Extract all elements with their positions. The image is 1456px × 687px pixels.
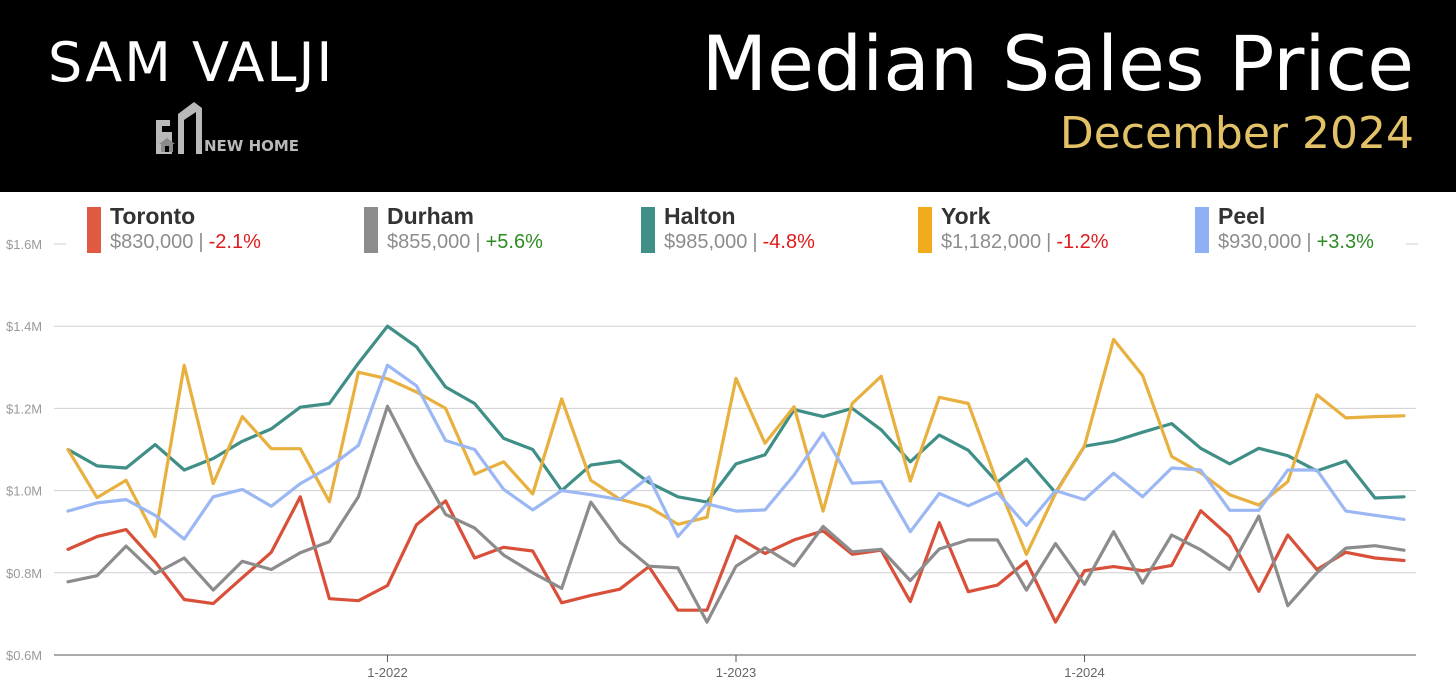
- legend-separator: |: [198, 231, 204, 253]
- x-tick-label: 1-2023: [716, 665, 756, 680]
- brand-tagline: NEW HOME: [204, 137, 300, 155]
- x-axis-ticks: 1-2022 1-2023 1-2024: [367, 655, 1105, 680]
- legend-stat-toronto: $830,000 | -2.1%: [110, 231, 261, 253]
- grid-layer: [54, 243, 1418, 656]
- series-line-halton: [66, 324, 1406, 504]
- brand-name: SAM VALJI: [48, 31, 335, 94]
- legend-price-peel: $930,000: [1218, 231, 1302, 253]
- legend-price-halton: $985,000: [664, 231, 748, 253]
- legend-separator: |: [752, 231, 758, 253]
- legend-label-halton: Halton: [664, 203, 736, 229]
- legend-label-peel: Peel: [1218, 203, 1266, 229]
- series-lines: [66, 324, 1406, 624]
- y-tick-label: $1.6M: [6, 237, 42, 252]
- legend-swatch-toronto: [87, 207, 101, 253]
- legend-swatch-york: [918, 207, 932, 253]
- x-tick-label: 1-2024: [1064, 665, 1104, 680]
- series-line-durham: [66, 404, 1406, 624]
- y-axis-ticks: $0.6M $0.8M $1.0M $1.2M $1.4M $1.6M: [6, 237, 42, 663]
- legend-separator: |: [1306, 231, 1312, 253]
- header-banner: SAM VALJI NEW HOME Median Sales Price De…: [0, 0, 1456, 192]
- legend-stat-peel: $930,000 | +3.3%: [1218, 231, 1374, 253]
- legend-label-toronto: Toronto: [110, 203, 196, 229]
- legend-stat-halton: $985,000 | -4.8%: [664, 231, 815, 253]
- y-tick-label: $0.8M: [6, 566, 42, 581]
- chart-subtitle: December 2024: [1059, 108, 1414, 159]
- legend-swatch-halton: [641, 207, 655, 253]
- legend-label-durham: Durham: [387, 203, 474, 229]
- legend-swatch-durham: [364, 207, 378, 253]
- legend-change-durham: +5.6%: [485, 231, 543, 253]
- house-logo-icon: [156, 102, 202, 154]
- series-line-york: [66, 337, 1406, 556]
- legend-stat-york: $1,182,000 | -1.2%: [941, 231, 1109, 253]
- legend-price-durham: $855,000: [387, 231, 471, 253]
- legend-price-york: $1,182,000: [941, 231, 1042, 253]
- chart-title: Median Sales Price: [701, 19, 1414, 108]
- y-tick-label: $0.6M: [6, 648, 42, 663]
- brand-logo: NEW HOME: [156, 100, 299, 156]
- series-line-peel: [66, 363, 1406, 541]
- legend-change-toronto: -2.1%: [208, 231, 261, 253]
- legend-swatch-peel: [1195, 207, 1209, 253]
- legend-change-halton: -4.8%: [762, 231, 815, 253]
- y-tick-label: $1.0M: [6, 484, 42, 499]
- legend-separator: |: [1046, 231, 1052, 253]
- legend-change-peel: +3.3%: [1316, 231, 1374, 253]
- legend-change-york: -1.2%: [1056, 231, 1109, 253]
- legend-label-york: York: [941, 203, 991, 229]
- legend: Toronto $830,000 | -2.1% Durham $855,000 | +…: [0, 203, 1456, 260]
- legend-separator: |: [475, 231, 481, 253]
- legend-price-toronto: $830,000: [110, 231, 194, 253]
- y-tick-label: $1.4M: [6, 319, 42, 334]
- legend-stat-durham: $855,000 | +5.6%: [387, 231, 543, 253]
- y-tick-label: $1.2M: [6, 401, 42, 416]
- series-line-toronto: [66, 495, 1406, 624]
- x-tick-label: 1-2022: [367, 665, 407, 680]
